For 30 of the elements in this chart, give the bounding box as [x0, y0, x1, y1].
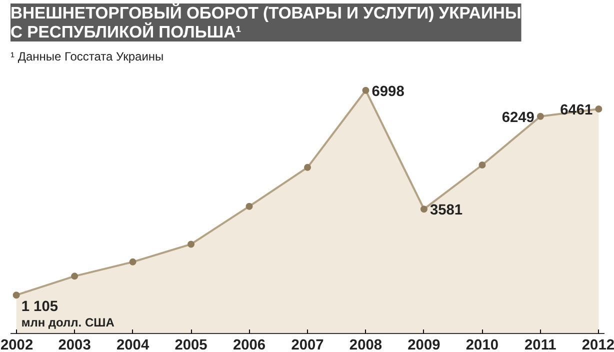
point: [12, 292, 20, 299]
data-label: 6461: [560, 102, 593, 119]
point: [129, 258, 136, 266]
x-tick-label: 2003: [58, 338, 91, 352]
x-tick-label: 2004: [116, 338, 150, 352]
x-tick-label: 2010: [466, 338, 499, 352]
point: [304, 164, 311, 171]
x-tick-label: 2007: [291, 338, 324, 352]
x-tick-label: 2012: [582, 338, 614, 352]
x-tick-label: 2008: [349, 338, 382, 352]
data-label: 1 105: [21, 299, 58, 316]
x-tick-label: 2011: [524, 338, 556, 352]
x-tick-label: 2005: [174, 338, 208, 352]
annotation: млн долл. США: [21, 316, 115, 330]
point: [420, 206, 428, 213]
x-tick-label: 2009: [408, 338, 440, 352]
chart-title: ВНЕШНЕТОРГОВЫЙ ОБОРОТ (ТОВАРЫ И УСЛУГИ) УКРАИНЫ С РЕСПУБЛИКОЙ ПОЛЬША¹: [10, 2, 522, 42]
x-tick-label: 2002: [0, 338, 34, 352]
data-label: 3581: [430, 202, 463, 219]
point: [536, 112, 544, 120]
point: [478, 162, 486, 168]
x-tick-label: 2006: [232, 338, 266, 352]
point: [188, 240, 195, 248]
data-label: 6249: [502, 110, 534, 126]
point: [246, 202, 253, 210]
text: ¹ Данные Госстата Украины: [10, 50, 164, 64]
point: [362, 86, 370, 94]
point: [595, 106, 602, 113]
data-label: 6998: [372, 84, 404, 100]
point: [71, 272, 78, 280]
